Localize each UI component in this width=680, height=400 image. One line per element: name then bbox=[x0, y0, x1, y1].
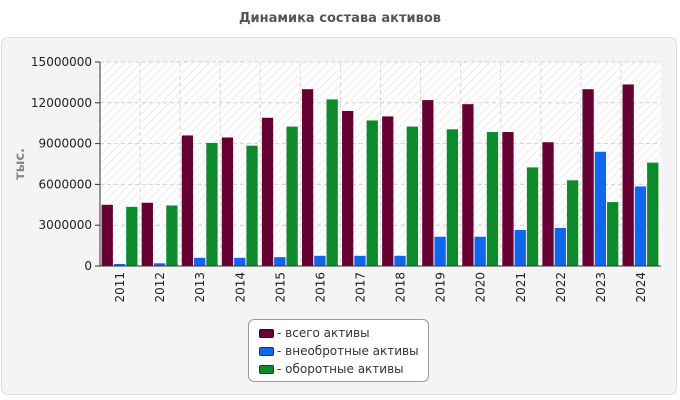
bar-2018-total[interactable] bbox=[382, 116, 394, 267]
bar-2012-total[interactable] bbox=[141, 202, 153, 266]
x-tick-label: 2020 bbox=[474, 272, 488, 303]
bar-2018-noncurrent[interactable] bbox=[394, 255, 406, 266]
x-tick-label: 2012 bbox=[153, 272, 167, 303]
bars bbox=[101, 84, 659, 267]
bar-2012-current[interactable] bbox=[166, 205, 178, 266]
x-tick-label: 2017 bbox=[353, 272, 367, 303]
bar-2014-current[interactable] bbox=[246, 145, 258, 266]
bar-2013-noncurrent[interactable] bbox=[194, 257, 206, 266]
y-tick-label: 15000000 bbox=[31, 55, 92, 69]
legend-label-current: - оборотные активы bbox=[277, 362, 404, 376]
y-tick-label: 0 bbox=[84, 259, 92, 273]
bar-2023-noncurrent[interactable] bbox=[594, 151, 607, 266]
x-tick-label: 2014 bbox=[233, 272, 247, 303]
bar-2014-noncurrent[interactable] bbox=[234, 257, 246, 266]
bar-2019-total[interactable] bbox=[422, 100, 434, 266]
legend-item-noncurrent[interactable]: - внеобротные активы bbox=[259, 342, 428, 360]
legend-swatch-current bbox=[259, 364, 274, 374]
x-tick-label: 2018 bbox=[394, 272, 408, 303]
bar-2011-noncurrent[interactable] bbox=[113, 263, 126, 266]
bar-2020-total[interactable] bbox=[462, 104, 474, 266]
bar-2022-current[interactable] bbox=[566, 180, 579, 266]
bar-2021-current[interactable] bbox=[526, 167, 539, 266]
grid-lines bbox=[100, 61, 661, 266]
bar-2018-current[interactable] bbox=[406, 126, 418, 266]
x-tick-label: 2013 bbox=[193, 272, 207, 303]
bar-2024-current[interactable] bbox=[647, 162, 659, 266]
legend-item-total[interactable]: - всего активы bbox=[259, 324, 428, 342]
bar-2017-noncurrent[interactable] bbox=[354, 255, 366, 266]
chart-title: Динамика состава активов bbox=[238, 11, 442, 26]
legend-swatch-total bbox=[259, 328, 274, 338]
bar-2024-noncurrent[interactable] bbox=[634, 186, 647, 266]
y-tick-label: 12000000 bbox=[31, 96, 92, 110]
bar-2016-current[interactable] bbox=[326, 99, 338, 267]
y-tick-label: 3000000 bbox=[39, 218, 92, 232]
bar-2021-noncurrent[interactable] bbox=[514, 229, 526, 266]
bar-2017-current[interactable] bbox=[366, 120, 378, 266]
bar-2015-current[interactable] bbox=[286, 126, 298, 266]
x-tick-label: 2022 bbox=[554, 272, 568, 303]
x-tick-label: 2016 bbox=[313, 272, 327, 303]
legend-swatch-noncurrent bbox=[259, 346, 274, 356]
tick-labels: 0 3000000 6000000 9000000 12000000 15000000 20… bbox=[31, 55, 648, 303]
y-axis-label: тыс. bbox=[13, 148, 28, 180]
legend-label-total: - всего активы bbox=[277, 326, 370, 340]
bar-2012-noncurrent[interactable] bbox=[153, 263, 166, 266]
bar-2011-total[interactable] bbox=[101, 204, 113, 266]
legend-label-noncurrent: - внеобротные активы bbox=[277, 344, 419, 358]
bar-2016-noncurrent[interactable] bbox=[314, 255, 326, 266]
bar-2015-total[interactable] bbox=[261, 117, 274, 266]
x-tick-label: 2015 bbox=[273, 272, 287, 303]
chart-legend: - всего активы - внеобротные активы - об… bbox=[248, 319, 429, 382]
bar-2011-current[interactable] bbox=[126, 206, 138, 266]
bar-2019-noncurrent[interactable] bbox=[434, 236, 446, 266]
legend-item-current[interactable]: - оборотные активы bbox=[259, 360, 428, 378]
bar-2024-total[interactable] bbox=[622, 84, 634, 266]
bar-2023-total[interactable] bbox=[582, 89, 594, 266]
bar-2021-total[interactable] bbox=[502, 132, 514, 266]
bar-2017-total[interactable] bbox=[342, 110, 354, 267]
bar-2016-total[interactable] bbox=[301, 89, 314, 266]
y-tick-label: 6000000 bbox=[39, 177, 92, 191]
bar-2013-total[interactable] bbox=[181, 135, 194, 266]
bar-2020-current[interactable] bbox=[486, 132, 499, 266]
bar-2022-noncurrent[interactable] bbox=[554, 227, 566, 266]
bar-2015-noncurrent[interactable] bbox=[274, 257, 286, 266]
bar-2019-current[interactable] bbox=[446, 129, 459, 266]
x-tick-label: 2023 bbox=[594, 272, 608, 303]
bar-2023-current[interactable] bbox=[607, 202, 619, 266]
axes bbox=[95, 61, 661, 267]
bar-2022-total[interactable] bbox=[542, 142, 554, 266]
x-tick-label: 2019 bbox=[434, 272, 448, 303]
bar-2013-current[interactable] bbox=[206, 142, 218, 266]
bar-2014-total[interactable] bbox=[221, 137, 234, 266]
x-tick-label: 2011 bbox=[113, 272, 127, 303]
y-tick-label: 9000000 bbox=[39, 137, 92, 151]
x-tick-label: 2021 bbox=[514, 272, 528, 303]
x-tick-label: 2024 bbox=[634, 272, 648, 303]
bar-2020-noncurrent[interactable] bbox=[474, 236, 486, 266]
